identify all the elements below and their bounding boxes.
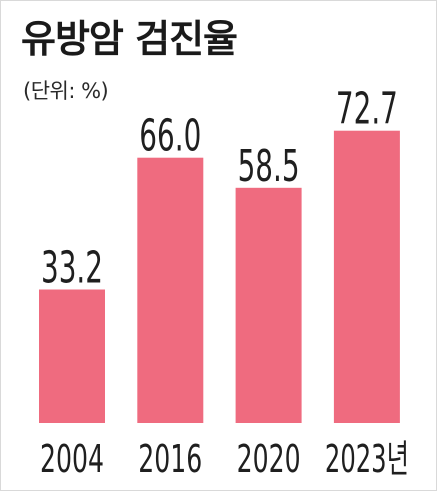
value-label-2004: 33.2: [41, 243, 103, 294]
category-label-2020: 2020: [237, 437, 301, 481]
value-label-2020: 58.5: [238, 141, 300, 192]
value-label-2023: 72.7: [336, 84, 398, 135]
value-labels-group: 33.2 66.0 58.5 72.7: [41, 84, 398, 294]
bar-2023: [333, 130, 400, 423]
bar-2016: [137, 157, 204, 423]
category-label-2004: 2004: [40, 437, 104, 481]
bars-group: [39, 130, 400, 423]
bar-2004: [39, 289, 105, 423]
category-label-2016: 2016: [138, 437, 202, 481]
chart-title: 유방암 검진율: [21, 17, 238, 61]
value-label-2016: 66.0: [139, 111, 201, 162]
category-label-2023: 2023년: [325, 437, 409, 481]
category-labels-group: 2004 2016 2020 2023년: [40, 437, 409, 481]
bar-2020: [235, 187, 302, 423]
chart-unit-subtitle: (단위: %): [23, 79, 109, 103]
